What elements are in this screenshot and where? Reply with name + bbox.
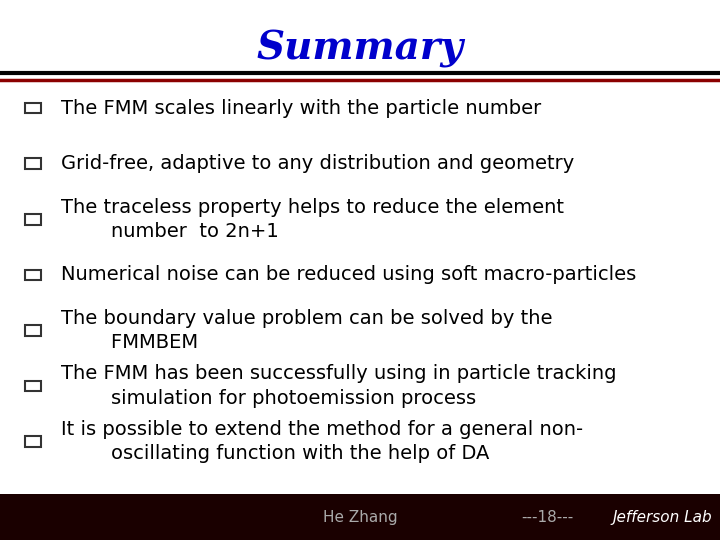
Text: Numerical noise can be reduced using soft macro-particles: Numerical noise can be reduced using sof…	[61, 265, 636, 285]
Text: Grid-free, adaptive to any distribution and geometry: Grid-free, adaptive to any distribution …	[61, 154, 575, 173]
Text: The FMM scales linearly with the particle number: The FMM scales linearly with the particl…	[61, 98, 541, 118]
Text: The FMM has been successfully using in particle tracking
        simulation for : The FMM has been successfully using in p…	[61, 364, 617, 408]
FancyBboxPatch shape	[25, 158, 41, 169]
FancyBboxPatch shape	[25, 103, 41, 113]
Bar	[0, 494, 720, 540]
FancyBboxPatch shape	[25, 325, 41, 336]
FancyBboxPatch shape	[25, 269, 41, 280]
Text: Jefferson Lab: Jefferson Lab	[613, 510, 712, 524]
Text: He Zhang: He Zhang	[323, 510, 397, 524]
Text: ---18---: ---18---	[521, 510, 573, 524]
Text: It is possible to extend the method for a general non-
        oscillating funct: It is possible to extend the method for …	[61, 420, 583, 463]
Text: Summary: Summary	[256, 30, 464, 68]
FancyBboxPatch shape	[25, 381, 41, 392]
Text: The traceless property helps to reduce the element
        number  to 2n+1: The traceless property helps to reduce t…	[61, 198, 564, 241]
Text: The boundary value problem can be solved by the
        FMMBEM: The boundary value problem can be solved…	[61, 309, 553, 352]
FancyBboxPatch shape	[25, 214, 41, 225]
FancyBboxPatch shape	[25, 436, 41, 447]
